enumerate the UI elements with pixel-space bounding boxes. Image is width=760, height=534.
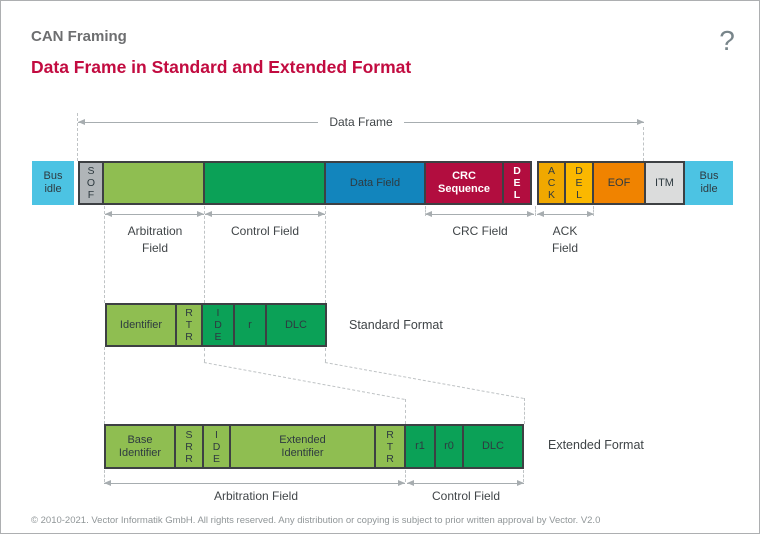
block-dlc: DLC — [462, 424, 524, 469]
extended-format-caption: Extended Format — [548, 438, 644, 452]
dashed-line — [104, 206, 105, 303]
crc-field-label: CRC Field — [452, 224, 508, 238]
block-r: r — [233, 303, 267, 347]
help-icon[interactable]: ? — [719, 25, 735, 56]
dashed-line — [104, 470, 105, 482]
frame-row: SOF Data Field CRC Sequence DEL — [78, 161, 532, 205]
block-crc-sequence: CRC Sequence — [424, 161, 504, 205]
block-rtr: RTR — [175, 303, 203, 347]
control-field-label: Control Field — [230, 224, 300, 238]
dashed-line — [405, 470, 406, 482]
dashed-line — [325, 206, 326, 303]
block-arbitration-field — [102, 161, 205, 205]
block-identifier: Identifier — [105, 303, 177, 347]
breadcrumb: CAN Framing — [31, 28, 127, 45]
block-ack-slot: ACK — [537, 161, 566, 205]
arbitration-field-arrow — [105, 211, 204, 217]
dashed-line — [324, 362, 524, 399]
dashed-line — [405, 399, 406, 424]
block-extended-identifier: Extended Identifier — [229, 424, 376, 469]
block-bus-idle-right: Bus idle — [685, 161, 733, 205]
dashed-line — [204, 348, 205, 362]
block-data-field: Data Field — [324, 161, 426, 205]
block-crc-delimiter: DEL — [502, 161, 532, 205]
block-srr: SRR — [174, 424, 204, 469]
block-control-field — [203, 161, 326, 205]
block-r1: r1 — [404, 424, 436, 469]
page-title: Data Frame in Standard and Extended Form… — [31, 57, 412, 77]
data-frame-label: Data Frame — [318, 114, 404, 131]
block-base-identifier: Base Identifier — [104, 424, 176, 469]
block-bus-idle-left: Bus idle — [32, 161, 74, 205]
ack-field-label: ACK Field — [551, 224, 578, 255]
block-r0: r0 — [434, 424, 464, 469]
dashed-line — [643, 127, 644, 161]
ack-field-arrow — [537, 211, 594, 217]
standard-format-caption: Standard Format — [349, 318, 443, 332]
dashed-line — [523, 470, 524, 482]
dashed-line — [425, 206, 426, 216]
block-ide: IDE — [201, 303, 235, 347]
dashed-line — [77, 113, 78, 161]
block-ide: IDE — [202, 424, 231, 469]
dashed-line — [104, 347, 105, 424]
dashed-line — [535, 206, 536, 216]
extended-control-arrow — [407, 480, 524, 486]
block-sof: SOF — [78, 161, 104, 205]
standard-format-row: Identifier RTR IDE r DLC — [105, 303, 327, 347]
block-ack-delimiter: DEL — [564, 161, 594, 205]
block-rtr: RTR — [374, 424, 406, 469]
dashed-line — [325, 348, 326, 362]
dashed-line — [204, 206, 205, 303]
extended-arbitration-arrow — [104, 480, 405, 486]
frame-row-ack-eof: ACK DEL EOF ITM — [537, 161, 685, 205]
block-eof: EOF — [592, 161, 646, 205]
crc-field-arrow — [425, 211, 534, 217]
extended-arbitration-label: Arbitration Field — [213, 489, 299, 503]
dashed-line — [593, 206, 594, 216]
block-itm: ITM — [644, 161, 685, 205]
block-dlc: DLC — [265, 303, 327, 347]
dashed-line — [524, 398, 525, 424]
arbitration-field-label: Arbitration Field — [127, 224, 183, 255]
extended-control-label: Control Field — [431, 489, 501, 503]
footer-copyright: © 2010-2021. Vector Informatik GmbH. All… — [31, 515, 601, 526]
control-field-arrow — [205, 211, 325, 217]
extended-format-row: Base Identifier SRR IDE Extended Identif… — [104, 424, 524, 469]
dashed-line — [203, 362, 405, 400]
